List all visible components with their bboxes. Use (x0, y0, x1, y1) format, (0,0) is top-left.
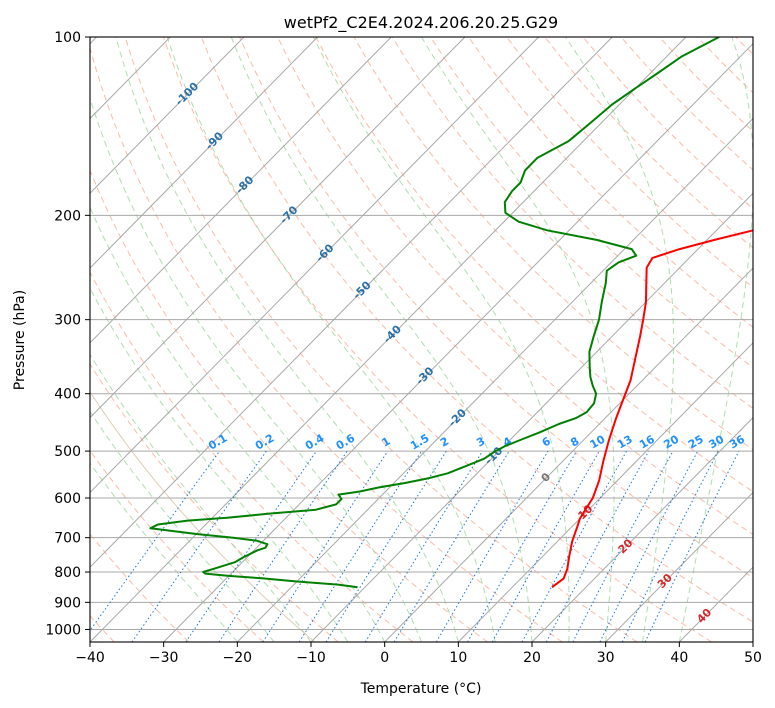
x-tick-label: 20 (523, 650, 541, 666)
mixing-ratio-line (262, 450, 389, 642)
mixing-ratio-line (599, 450, 699, 642)
chart-title: wetPf2_C2E4.2024.206.20.25.G29 (284, 13, 558, 33)
x-tick-label: −20 (223, 650, 253, 666)
dry-adiabat-line (391, 37, 753, 409)
y-tick-label: 200 (54, 208, 81, 224)
dry-adiabat-line (90, 46, 563, 642)
dry-adiabat-line (90, 449, 264, 642)
mixing-ratio-line (545, 450, 650, 642)
dry-adiabat-line (429, 37, 753, 369)
y-tick-label: 1000 (45, 622, 81, 638)
isotherm-line (90, 37, 245, 194)
y-tick-label: 100 (54, 30, 81, 46)
mixing-ratio-line (521, 450, 628, 642)
x-tick-label: −30 (149, 650, 179, 666)
isotherm-line (163, 42, 753, 642)
moist-adiabat-line (421, 37, 615, 642)
y-tick-label: 700 (54, 531, 81, 547)
moist-adiabat-line (90, 206, 386, 642)
series-layer (149, 37, 753, 589)
mixing-ratio-line (393, 450, 510, 642)
x-tick-label: 50 (744, 650, 762, 666)
x-tick-label: 10 (449, 650, 467, 666)
y-tick-label: 400 (54, 387, 81, 403)
mixing-ratio-line (491, 450, 600, 642)
moist-adiabat-line (90, 96, 422, 642)
moist-adiabat-line (90, 410, 275, 642)
mixing-ratio-line (298, 450, 423, 642)
moist-adiabat-line (90, 287, 349, 642)
dry-adiabat-line (353, 37, 753, 451)
background-lines (90, 37, 753, 642)
y-tick-label: 300 (54, 313, 81, 329)
mixing-ratio-line (364, 450, 484, 642)
axis-ticks: −40 −30 −20 −10 0 10 20 30 40 50 100 200 300 400 500 60… (45, 30, 762, 666)
moist-adiabat-line (678, 37, 753, 642)
moist-adiabat-line (230, 37, 533, 642)
x-tick-label: 40 (670, 650, 688, 666)
dry-adiabat-line (90, 169, 488, 642)
mixing-ratio-line (131, 450, 267, 642)
y-tick-label: 900 (54, 595, 81, 611)
x-tick-label: −10 (296, 650, 326, 666)
dewpoint-profile-line (149, 37, 720, 589)
dry-adiabat-line (239, 37, 753, 579)
moist-adiabat-line (312, 37, 570, 642)
mixing-ratio-line (218, 450, 348, 642)
mixing-ratio-line (185, 450, 317, 642)
x-tick-label: 30 (597, 650, 615, 666)
isotherm-line (457, 342, 753, 642)
isotherm-line (531, 416, 753, 642)
isotherm-line (90, 37, 392, 344)
isotherm-line (90, 37, 539, 494)
isotherm-line (90, 37, 466, 419)
dry-adiabat-line (506, 37, 753, 288)
mixing-ratio-line (644, 450, 740, 642)
isotherm-line (384, 267, 753, 642)
isotherm-line (605, 491, 753, 642)
x-axis-label: Temperature (°C) (360, 681, 482, 697)
mixing-ratio-line (621, 450, 719, 642)
dry-adiabat-line (124, 37, 638, 642)
moist-adiabat-line (90, 462, 238, 642)
plot-frame (89, 36, 754, 643)
dry-adiabat-line (90, 363, 339, 642)
y-tick-label: 800 (54, 565, 81, 581)
temperature-profile-line (551, 229, 753, 589)
isotherm-line (310, 192, 753, 642)
isotherm-line (236, 117, 753, 642)
dry-adiabat-line (200, 37, 753, 623)
y-tick-label: 500 (54, 444, 81, 460)
dry-adiabat-line (162, 37, 712, 642)
y-axis-label: Pressure (hPa) (12, 290, 28, 390)
reference-curve (90, 390, 316, 642)
moist-adiabat-line (565, 37, 675, 642)
x-tick-label: −40 (75, 650, 105, 666)
dry-adiabat-line (315, 37, 753, 493)
isotherm-line (90, 37, 687, 642)
moist-adiabat-line (166, 37, 496, 642)
isotherm-line (90, 37, 318, 269)
mixing-ratio-line (90, 450, 221, 632)
y-tick-label: 600 (54, 491, 81, 507)
x-tick-label: 0 (380, 650, 389, 666)
mixing-ratio-line (325, 450, 447, 642)
dry-adiabat-line (468, 37, 753, 328)
isotherm-line (90, 37, 613, 568)
